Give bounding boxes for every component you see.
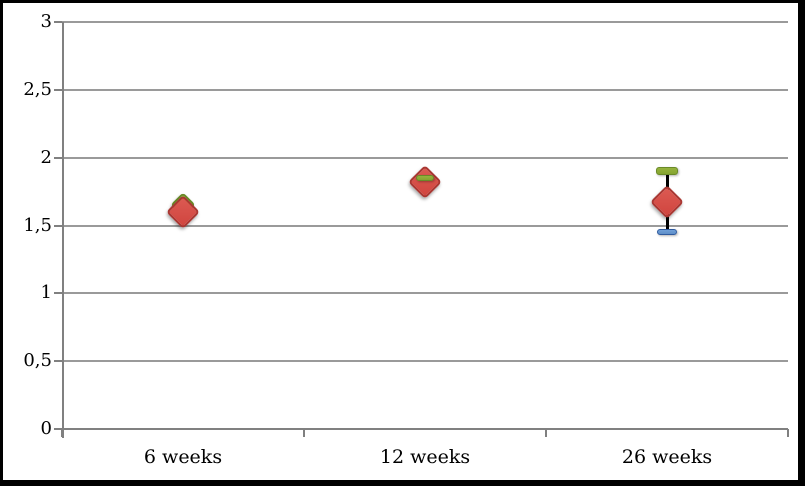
x-axis-category-label: 6 weeks [143, 446, 223, 468]
y-axis-tick [54, 157, 62, 159]
y-axis-tick [54, 225, 62, 227]
y-axis-tick [54, 428, 62, 430]
x-axis-category-label: 26 weeks [621, 446, 713, 468]
y-axis-tick [54, 360, 62, 362]
red-diamond-marker [166, 194, 200, 229]
y-axis-tick-label: 3 [40, 11, 52, 32]
gridline [62, 292, 788, 294]
x-axis-tick [545, 429, 547, 437]
blue-dash-marker [657, 229, 677, 236]
x-axis-tick [787, 429, 789, 437]
y-axis-tick-label: 0,5 [23, 350, 52, 371]
gridline [62, 428, 788, 430]
y-axis-tick [54, 292, 62, 294]
gridline [62, 360, 788, 362]
y-axis-tick-label: 1 [40, 282, 52, 303]
y-axis-tick-label: 2 [40, 147, 52, 168]
y-axis-line [62, 22, 64, 438]
x-axis-category-label: 12 weeks [379, 446, 471, 468]
y-axis-tick-label: 1,5 [23, 215, 52, 236]
gridline [62, 89, 788, 91]
gridline [62, 157, 788, 159]
red-diamond-marker [650, 185, 684, 220]
gridline [62, 21, 788, 23]
x-axis-tick [303, 429, 305, 437]
x-axis-tick [61, 429, 63, 437]
y-axis-tick [54, 21, 62, 23]
green-dash-marker [416, 175, 434, 182]
gridline [62, 225, 788, 227]
y-axis-tick-label: 0 [40, 418, 52, 439]
y-axis-tick [54, 89, 62, 91]
green-dash-marker [656, 167, 678, 176]
y-axis-tick-label: 2,5 [23, 79, 52, 100]
red-diamond-marker [408, 165, 442, 200]
